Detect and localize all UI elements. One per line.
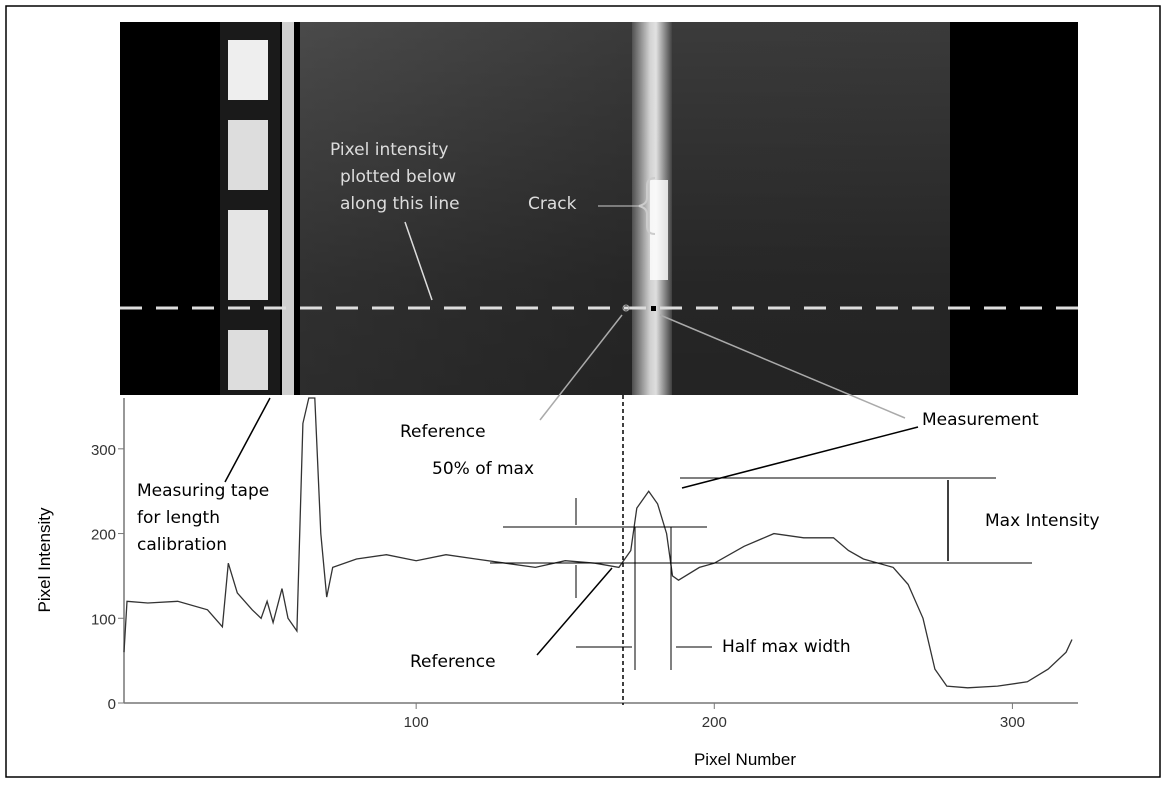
x-axis-label: Pixel Number [694, 750, 796, 769]
annotation: plotted below [340, 167, 456, 187]
x-tick-label: 300 [1000, 714, 1025, 731]
annotation: Measurement [922, 410, 1039, 430]
annotation: 50% of max [432, 459, 534, 479]
annotation: Measuring tape [137, 481, 269, 501]
annotation: Reference [410, 652, 496, 672]
plot: 0 100 200 300 100 200 300 [91, 397, 1078, 731]
annotation: Max Intensity [985, 511, 1100, 531]
y-tick-label: 100 [91, 611, 116, 628]
data-line [123, 397, 1073, 689]
y-tick-label: 300 [91, 442, 116, 459]
x-tick-label: 200 [702, 714, 727, 731]
photo [120, 22, 1078, 395]
x-tick-label: 100 [404, 714, 429, 731]
y-tick-label: 200 [91, 527, 116, 544]
frame [5, 5, 1161, 778]
annotation: Crack [528, 194, 577, 214]
y-tick-label: 0 [108, 696, 116, 713]
annotations: Pixel intensity plotted below along this… [137, 140, 1100, 705]
y-axis-label: Pixel Intensity [35, 507, 54, 612]
annotation: Pixel intensity [330, 140, 448, 160]
annotation: Half max width [722, 637, 851, 657]
annotation: calibration [137, 535, 227, 555]
annotation: for length [137, 508, 220, 528]
annotation: Reference [400, 422, 486, 442]
annotation: along this line [340, 194, 460, 214]
